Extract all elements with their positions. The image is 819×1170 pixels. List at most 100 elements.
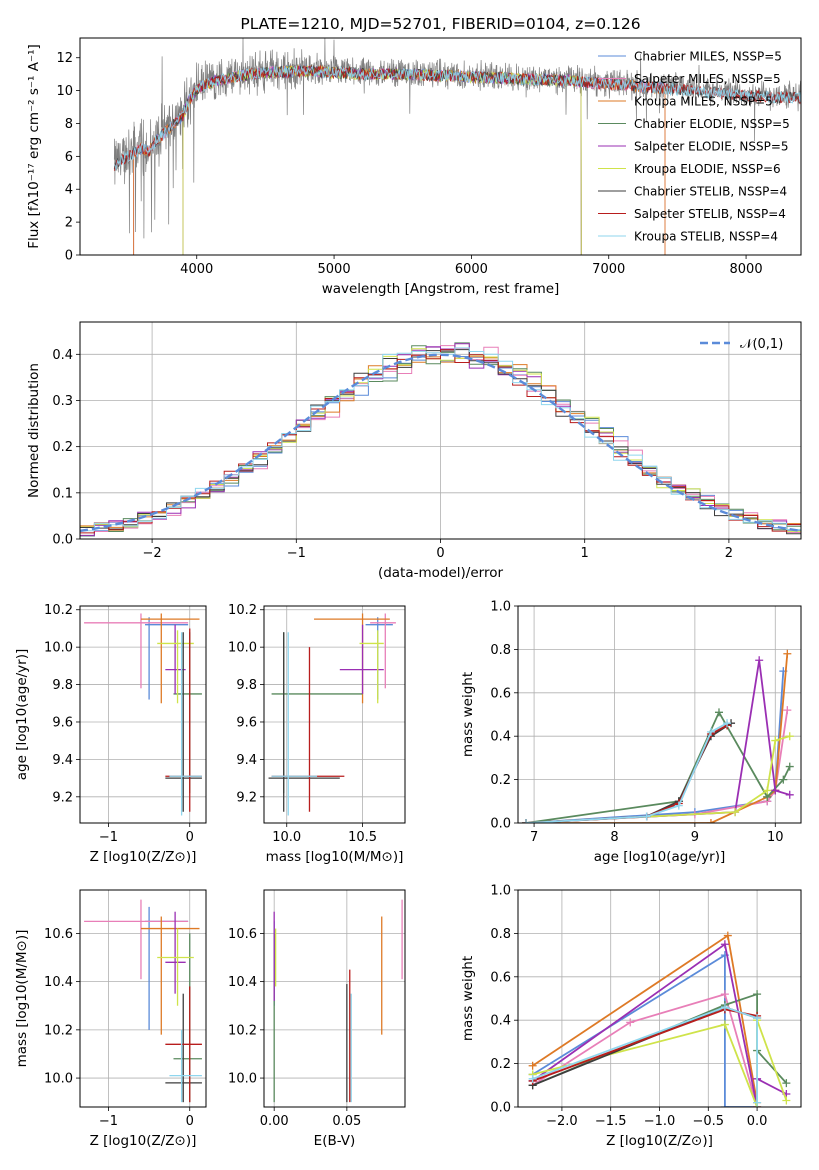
x-tick-label: −2 (143, 546, 162, 561)
y-tick-label: 10.6 (228, 927, 257, 942)
panel-spectrum: 4000 5000 6000 7000 8000 0 2 4 6 8 10 12 wavelength … (26, 15, 802, 297)
legend-entry: Chabrier STELIB, NSSP=4 (634, 185, 787, 199)
y-tick-label: 0.4 (490, 730, 511, 745)
errorbar-kroupa-stelib (271, 632, 318, 816)
weight-marker (771, 786, 780, 795)
plot-area-mass-vs-Z (84, 899, 202, 1103)
x-axis-label: Z [log10(Z/Z⊙)] (90, 1133, 197, 1149)
errorbar-chabrier-stelib (268, 632, 340, 812)
weight-line-chabrier-miles (528, 951, 762, 1107)
y-tick-label: 0.2 (52, 440, 73, 455)
y-tick-label: 9.4 (236, 753, 257, 768)
panel-mass-vs-Z: −1 0 10.0 10.2 10.4 10.6 Z [log10(Z/Z⊙)] mass [… (14, 889, 207, 1149)
model-spectrum-kroupa-miles (133, 64, 666, 255)
weight-marker (731, 808, 740, 817)
weight-line-salpeter-elodie (522, 656, 794, 823)
errorbar-kroupa-stelib (169, 632, 202, 816)
x-tick-label: 10.5 (348, 830, 377, 845)
normal-curve (80, 353, 801, 533)
legend-entry: Chabrier ELODIE, NSSP=5 (634, 117, 790, 131)
errorbar-chabrier-miles (145, 906, 189, 1030)
legend-entry: Kroupa MILES, NSSP=5 (634, 95, 773, 109)
y-tick-label: 10.0 (44, 641, 73, 656)
model-spectrum-kroupa-elodie (182, 65, 582, 255)
weight-line (532, 993, 758, 1107)
x-tick-label: −1 (287, 546, 306, 561)
x-axis-label: (data-model)/error (378, 565, 504, 581)
axes-frame (79, 889, 207, 1108)
weight-marker (626, 1018, 635, 1027)
panel-weight-vs-age: 7 8 9 10 0.0 0.2 0.4 0.6 0.8 1.0 age [log10(age/yr… (460, 600, 802, 865)
errorbar-kroupa-miles (140, 916, 200, 1035)
weight-marker (720, 940, 729, 949)
weight-line (532, 953, 758, 1107)
weight-line-kroupa-miles (528, 931, 762, 1107)
weight-line-kroupa-stelib (522, 719, 732, 823)
weight-marker (763, 786, 772, 795)
y-tick-label: 0.3 (52, 394, 73, 409)
x-tick-label: 8 (610, 830, 618, 845)
weight-marker (783, 649, 792, 658)
weight-marker (522, 819, 531, 823)
errorbar-salpeter-stelib (271, 647, 345, 812)
weight-marker (706, 727, 715, 736)
x-tick-label: −1 (99, 1114, 118, 1129)
errorbar-kroupa-elodie (359, 630, 384, 704)
y-tick-label: 0.2 (490, 773, 511, 788)
weight-marker (782, 1079, 791, 1088)
errorbar-salpeter-miles (370, 613, 396, 689)
model-spectrum-chabrier-miles (133, 63, 666, 255)
panel-mass-vs-ebv: 0.00 0.05 10.0 10.2 10.4 10.6 E(B-V) (228, 889, 406, 1149)
errorbar-salpeter-elodie (165, 911, 186, 994)
panel-residuals: −2 −1 0 1 2 0.0 0.1 0.2 0.3 0.4 (data-model)/error… (26, 321, 802, 581)
weight-line (525, 710, 791, 823)
x-tick-label: 4000 (180, 262, 213, 277)
y-axis-label: age [log10(age/yr)] (14, 649, 30, 781)
x-tick-label: 0 (436, 546, 444, 561)
y-tick-label: 6 (65, 150, 73, 165)
errorbar-kroupa-elodie (157, 630, 194, 704)
y-tick-label: 0.1 (52, 486, 73, 501)
errorbar-salpeter-miles (84, 613, 189, 689)
y-tick-label: 0.4 (490, 1014, 511, 1029)
plot-area-age-vs-mass (268, 613, 396, 816)
weight-line (532, 942, 787, 1107)
x-tick-label: 10.0 (272, 830, 301, 845)
legend-entry: Salpeter ELODIE, NSSP=5 (634, 140, 789, 154)
x-tick-label: 5000 (318, 262, 351, 277)
weight-marker (723, 931, 732, 940)
weight-line (532, 1006, 758, 1103)
x-tick-label: −1.5 (595, 1114, 627, 1129)
legend: 𝒩(0,1) (700, 337, 783, 352)
y-tick-label: 0.0 (490, 817, 511, 832)
weight-marker (779, 775, 788, 784)
weight-marker (720, 1020, 729, 1029)
y-tick-label: 0 (65, 249, 73, 264)
y-tick-label: 8 (65, 117, 73, 132)
errorbar-salpeter-elodie (165, 624, 186, 694)
y-tick-label: 9.2 (52, 790, 73, 805)
x-tick-label: 9 (691, 830, 699, 845)
model-spectrum-chabrier-elodie (182, 64, 582, 255)
weight-marker (674, 801, 683, 810)
y-axis-label: Normed distribution (26, 363, 42, 498)
y-tick-label: 10.2 (228, 603, 257, 618)
legend-entry: Salpeter STELIB, NSSP=4 (634, 207, 786, 221)
weight-marker (755, 656, 764, 665)
x-tick-label: −2.0 (546, 1114, 578, 1129)
y-tick-label: 10 (56, 84, 73, 99)
x-axis-label: E(B-V) (314, 1133, 356, 1149)
weight-marker (753, 990, 762, 999)
y-axis-label: mass weight (460, 956, 476, 1041)
weight-line (532, 934, 758, 1107)
legend-entry: Kroupa STELIB, NSSP=4 (634, 230, 778, 244)
y-tick-label: 4 (65, 183, 73, 198)
errorbar-salpeter-stelib (165, 986, 202, 1103)
errorbar-chabrier-miles (145, 617, 189, 700)
y-tick-label: 9.2 (236, 790, 257, 805)
plot-area-residuals (80, 342, 801, 537)
weight-marker (714, 708, 723, 717)
y-tick-label: 10.4 (228, 975, 257, 990)
x-axis-label: Z [log10(Z/Z⊙)] (606, 1133, 713, 1149)
y-tick-label: 0.6 (490, 970, 511, 985)
